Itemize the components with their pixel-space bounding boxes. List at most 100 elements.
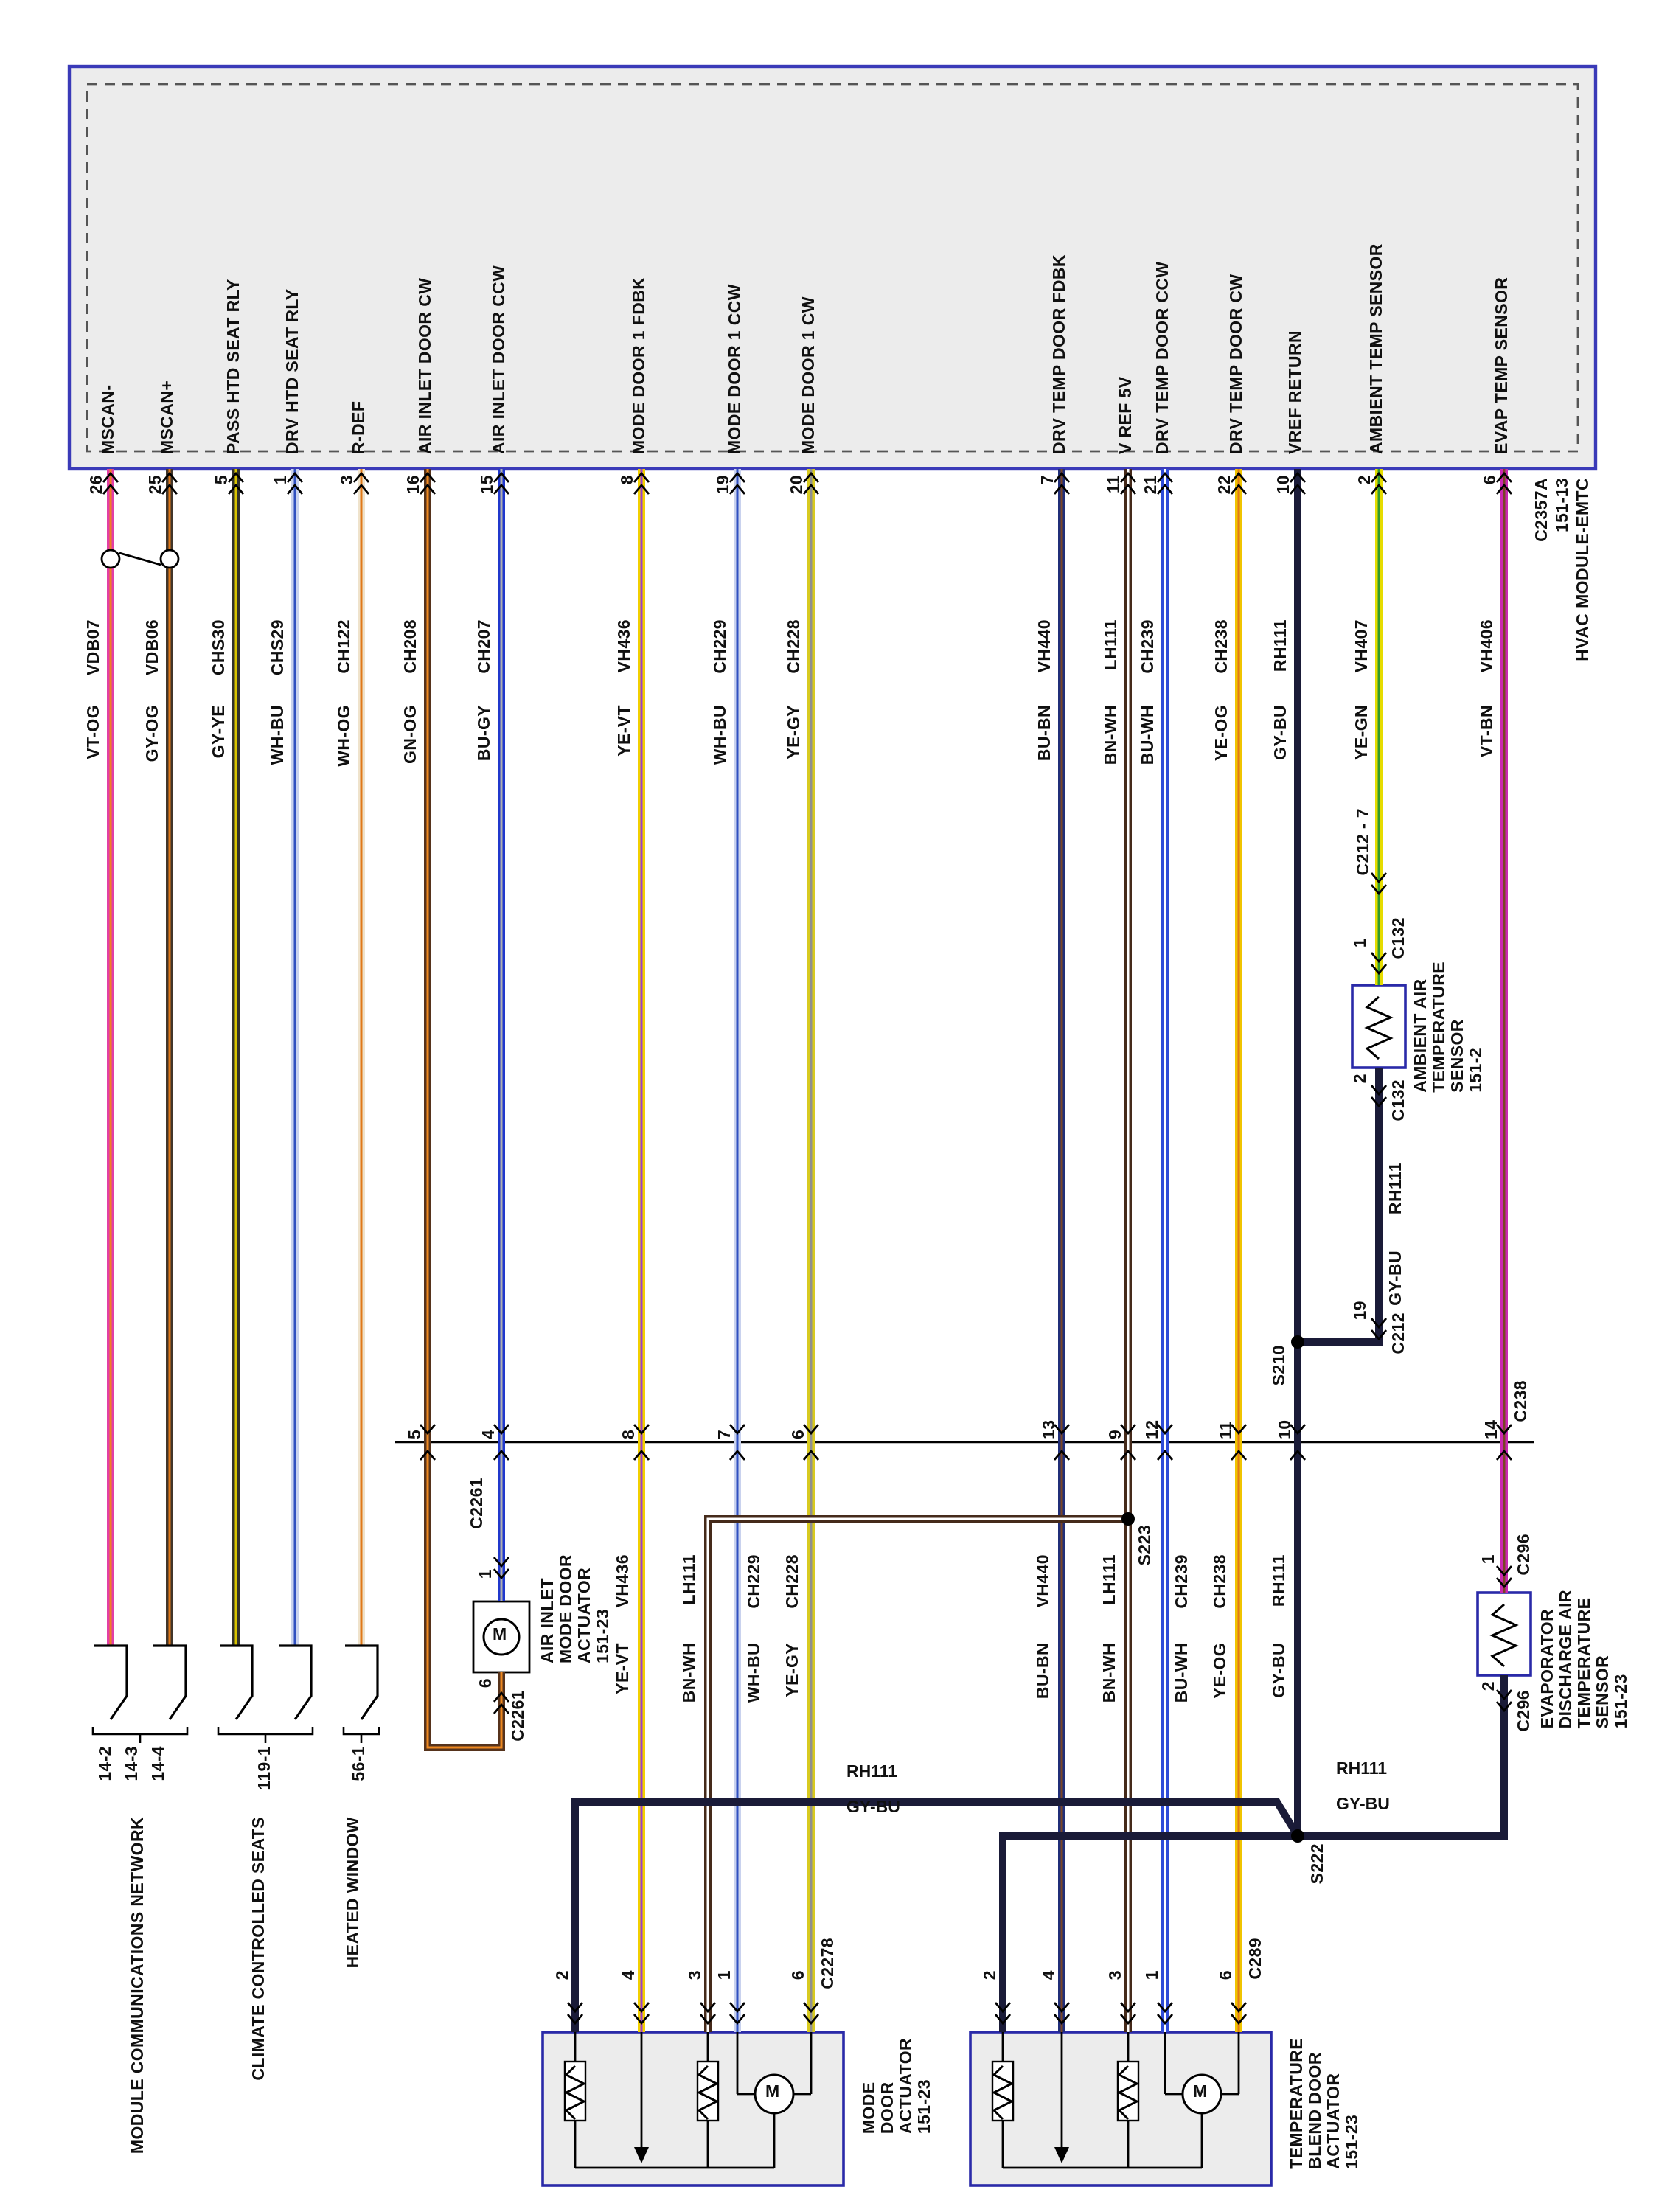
label-wires-13-circuit: CH238 xyxy=(1214,619,1231,674)
label-rh111-code: GY-BU xyxy=(1336,1796,1390,1814)
label-wires-8-circuit: CH229 xyxy=(712,619,730,674)
label-wires-2-code: GY-YE xyxy=(211,705,229,759)
connector-chevron-icon xyxy=(1230,471,1248,483)
connector-chevron-icon xyxy=(1119,483,1137,495)
connector-chevron-icon xyxy=(802,2002,820,2014)
connector-chevron-icon xyxy=(1119,1424,1137,1436)
temp-blend-actuator-box xyxy=(969,2031,1273,2187)
label-temp_actuator-lines: TEMPERATURE BLEND DOOR ACTUATOR 151-23 xyxy=(1289,2038,1362,2169)
label-c238-pins-3: 7 xyxy=(717,1429,734,1439)
label-wires-9-circuit: CH228 xyxy=(786,619,804,674)
label-wires-6-label: AIR INLET DOOR CCW xyxy=(491,265,509,454)
label-wires-11-circuit: LH111 xyxy=(681,1554,699,1605)
label-temp_actuator-pins-3: 1 xyxy=(1144,1970,1162,1980)
connector-chevron-icon xyxy=(493,1691,510,1703)
label-offpage-network-refs-0: 14-2 xyxy=(97,1746,115,1781)
connector-chevron-icon xyxy=(1370,1085,1388,1096)
splice-dot xyxy=(1291,1335,1304,1349)
connector-chevron-icon xyxy=(802,471,820,483)
label-rh111-code: GY-BU xyxy=(1388,1251,1405,1306)
label-evap_sensor-lines: EVAPORATOR DISCHARGE AIR TEMPERATURE SEN… xyxy=(1540,1590,1631,1729)
label-wires-2-pin: 5 xyxy=(214,475,232,485)
connector-chevron-icon xyxy=(102,471,119,483)
label-temp_actuator-pins-0: 2 xyxy=(982,1970,1000,1980)
connector-chevron-icon xyxy=(102,483,119,495)
label-wires-1-label: MSCAN+ xyxy=(159,380,177,454)
label-wires-11-circuit: LH111 xyxy=(1102,1554,1119,1605)
label-wires-15-circuit: VH407 xyxy=(1354,619,1371,673)
connector-chevron-icon xyxy=(1370,872,1388,884)
label-splices-s210: S210 xyxy=(1271,1345,1289,1386)
connector-chevron-icon xyxy=(1370,964,1388,975)
mode-door-actuator-box xyxy=(541,2031,845,2187)
connector-chevron-icon xyxy=(493,1424,510,1436)
connector-chevron-icon xyxy=(1119,1449,1137,1461)
connector-chevron-icon xyxy=(633,1449,650,1461)
label-wires-1-code: GY-OG xyxy=(145,705,162,762)
connector-chevron-icon xyxy=(1053,471,1071,483)
label-c238-pins-9: 10 xyxy=(1277,1419,1295,1439)
label-wires-15-label: AMBIENT TEMP SENSOR xyxy=(1368,243,1386,454)
splice-dot xyxy=(1291,1829,1304,1843)
connector-chevron-icon xyxy=(566,2014,584,2025)
connector-chevron-icon xyxy=(493,471,510,483)
label-ambient_sensor-pin1: 1 xyxy=(1352,938,1370,948)
label-mode_actuator-pins-2: 3 xyxy=(687,1970,705,1980)
label-wires-7-label: MODE DOOR 1 FDBK xyxy=(631,276,649,454)
group-bracket xyxy=(217,1727,314,1743)
label-wires-1-pin: 25 xyxy=(147,475,165,495)
label-wires-3-pin: 1 xyxy=(273,475,291,485)
connector-chevron-icon xyxy=(1495,1577,1513,1589)
label-wires-9-pin: 20 xyxy=(789,475,807,495)
label-temp_actuator-pins-2: 3 xyxy=(1107,1970,1125,1980)
label-rh111-circuit: RH111 xyxy=(1388,1162,1405,1215)
connector-chevron-icon xyxy=(699,2014,717,2025)
hvac-module-box xyxy=(67,64,1598,471)
label-wires-11-code: BN-WH xyxy=(1103,705,1121,765)
label-wires-6-circuit: CH207 xyxy=(476,619,494,674)
label-wires-16-circuit: VH406 xyxy=(1479,619,1497,673)
connector-chevron-icon xyxy=(1495,1424,1513,1436)
connector-chevron-icon xyxy=(1495,1449,1513,1461)
label-wires-2-circuit: CHS30 xyxy=(211,619,229,676)
label-evap_sensor-connector: C296 xyxy=(1516,1534,1534,1576)
connector-chevron-icon xyxy=(1495,483,1513,495)
label-wires-1-circuit: VDB06 xyxy=(145,619,162,676)
resistor-zigzag xyxy=(1116,2065,1140,2121)
label-wires-0-code: VT-OG xyxy=(86,705,103,759)
connector-chevron-icon xyxy=(1156,471,1174,483)
module-connector-label: C2357A xyxy=(1534,478,1551,542)
connector-chevron-icon xyxy=(1053,2002,1071,2014)
label-wires-10-code: BU-BN xyxy=(1035,1643,1053,1700)
connector-chevron-icon xyxy=(728,1424,746,1436)
label-c238-pins-6: 9 xyxy=(1107,1429,1125,1439)
label-wires-5-label: AIR INLET DOOR CW xyxy=(417,277,435,454)
label-wires-4-label: R-DEF xyxy=(351,400,369,454)
label-wires-4-code: WH-OG xyxy=(336,705,354,767)
connector-chevron-icon xyxy=(994,2002,1012,2014)
label-ambient_sensor-lines: AMBIENT AIR TEMPERATURE SENSOR 151-2 xyxy=(1413,961,1486,1093)
connector-chevron-icon xyxy=(493,1449,510,1461)
connector-chevron-icon xyxy=(1156,1449,1174,1461)
label-wires-14-pin: 10 xyxy=(1276,475,1293,495)
label-wires-7-code: YE-VT xyxy=(615,1643,633,1694)
connector-chevron-icon xyxy=(493,1703,510,1714)
label-wires-0-circuit: VDB07 xyxy=(86,619,103,676)
connector-chevron-icon xyxy=(1230,1424,1248,1436)
connector-chevron-icon xyxy=(1230,2014,1248,2025)
label-wires-2-label: PASS HTD SEAT RLY xyxy=(226,279,243,454)
wire-RH111 xyxy=(1298,1068,1382,1346)
connector-chevron-icon xyxy=(419,1449,437,1461)
label-wires-10-label: DRV TEMP DOOR FDBK xyxy=(1051,254,1069,454)
label-ambient_sensor-inline_connector: C212 - 7 xyxy=(1355,808,1373,876)
label-air_inlet_actuator-connector: C2261 xyxy=(469,1478,487,1529)
label-wires-12-label: DRV TEMP DOOR CCW xyxy=(1155,261,1172,454)
connector-chevron-icon xyxy=(1370,952,1388,964)
label-wires-7-pin: 8 xyxy=(619,475,637,485)
label-offpage-seats-ref: 119-1 xyxy=(257,1746,274,1790)
connector-chevron-icon xyxy=(493,483,510,495)
connector-chevron-icon xyxy=(1119,2014,1137,2025)
label-wires-10-circuit: VH440 xyxy=(1037,619,1054,673)
label-wires-14-label: VREF RETURN xyxy=(1287,330,1305,454)
